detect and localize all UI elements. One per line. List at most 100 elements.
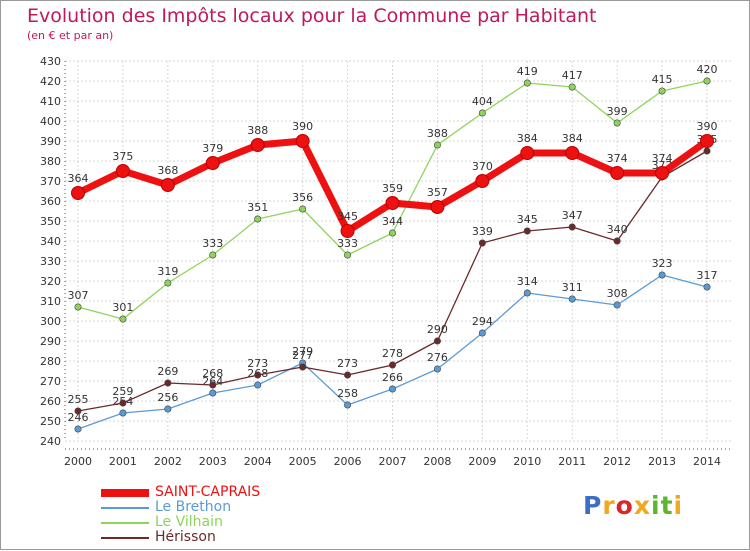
series-h-risson: 255 259 269 268 273 277 273 278 290 339 345 347 340 3… [68,133,718,415]
data-point [344,251,352,259]
data-point [299,363,307,371]
data-point [254,381,262,389]
data-label: 279 [292,345,313,358]
y-tick-label: 260 [40,395,61,408]
y-tick-label: 330 [40,255,61,268]
data-point [209,389,217,397]
y-tick-label: 300 [40,315,61,328]
legend-label: SAINT-CAPRAIS [155,484,261,500]
series-saint-caprais: 364 375 368 379 388 390 345 359 357 370 384 384 374 3… [68,120,718,238]
data-label: 294 [472,315,493,328]
logo-letter: o [615,491,634,520]
legend-label: Le Brethon [155,499,232,515]
data-point [430,200,445,214]
data-point [340,224,355,238]
x-tick-label: 2004 [244,455,272,468]
data-label: 390 [292,120,313,133]
data-point [568,295,576,303]
data-label: 258 [337,387,358,400]
data-point [254,215,262,223]
data-point [658,87,666,95]
data-point [119,399,127,407]
data-label: 314 [517,275,538,288]
data-label: 375 [112,150,133,163]
data-point [478,329,486,337]
data-point [119,409,127,417]
data-point [703,77,711,85]
chart-subtitle: (en € et par an) [27,29,114,42]
data-label: 340 [607,223,628,236]
data-point [655,166,670,180]
legend-label: Le Vilhain [155,514,223,530]
data-label: 317 [697,269,718,282]
data-point [205,156,220,170]
data-label: 339 [472,225,493,238]
x-tick-label: 2013 [648,455,676,468]
data-point [613,237,621,245]
y-tick-label: 390 [40,135,61,148]
data-label: 356 [292,191,313,204]
data-point [520,146,535,160]
data-point [74,407,82,415]
data-label: 277 [292,349,313,362]
data-label: 269 [157,365,178,378]
data-point [388,229,396,237]
data-label: 333 [202,237,223,250]
data-label: 255 [68,393,89,406]
data-label: 345 [337,210,358,223]
data-point [119,315,127,323]
y-tick-label: 410 [40,95,61,108]
data-point [164,379,172,387]
data-label: 384 [517,132,538,145]
data-point [209,381,217,389]
data-label: 290 [427,323,448,336]
data-label: 379 [202,142,223,155]
x-tick-label: 2002 [154,455,182,468]
logo-letter: r [602,491,616,520]
data-point [478,239,486,247]
data-point [299,205,307,213]
x-tick-label: 2001 [109,455,137,468]
data-point [388,361,396,369]
data-point [610,166,625,180]
legend-swatch [101,522,149,524]
data-label: 308 [607,287,628,300]
logo-letter: t [660,491,674,520]
data-label: 384 [562,132,583,145]
data-label: 404 [472,95,493,108]
data-point [568,223,576,231]
data-label: 415 [652,73,673,86]
y-tick-label: 280 [40,355,61,368]
data-label: 319 [157,265,178,278]
x-tick-label: 2007 [379,455,407,468]
data-point [164,405,172,413]
data-point [568,83,576,91]
data-point [164,279,172,287]
y-tick-label: 320 [40,275,61,288]
data-point [344,401,352,409]
y-tick-label: 430 [40,55,61,68]
logo-letter: i [651,491,661,520]
series-le-brethon: 2462542562642682792582662762943143113083… [68,257,718,433]
data-label: 323 [652,257,673,270]
data-point [523,227,531,235]
data-point [254,371,262,379]
data-point [433,365,441,373]
logo-letter: P [583,491,603,520]
data-point [388,385,396,393]
data-point [433,337,441,345]
y-tick-label: 290 [40,335,61,348]
data-point [523,289,531,297]
logo-letter: i [673,491,684,520]
data-point [71,186,85,200]
logo-letter: x [633,491,651,520]
data-point [74,303,82,311]
y-tick-label: 250 [40,415,61,428]
data-label: 390 [697,120,718,133]
data-point [344,371,352,379]
data-label: 259 [112,385,133,398]
proxiti-logo: Proxiti [583,491,683,520]
data-label: 276 [427,351,448,364]
